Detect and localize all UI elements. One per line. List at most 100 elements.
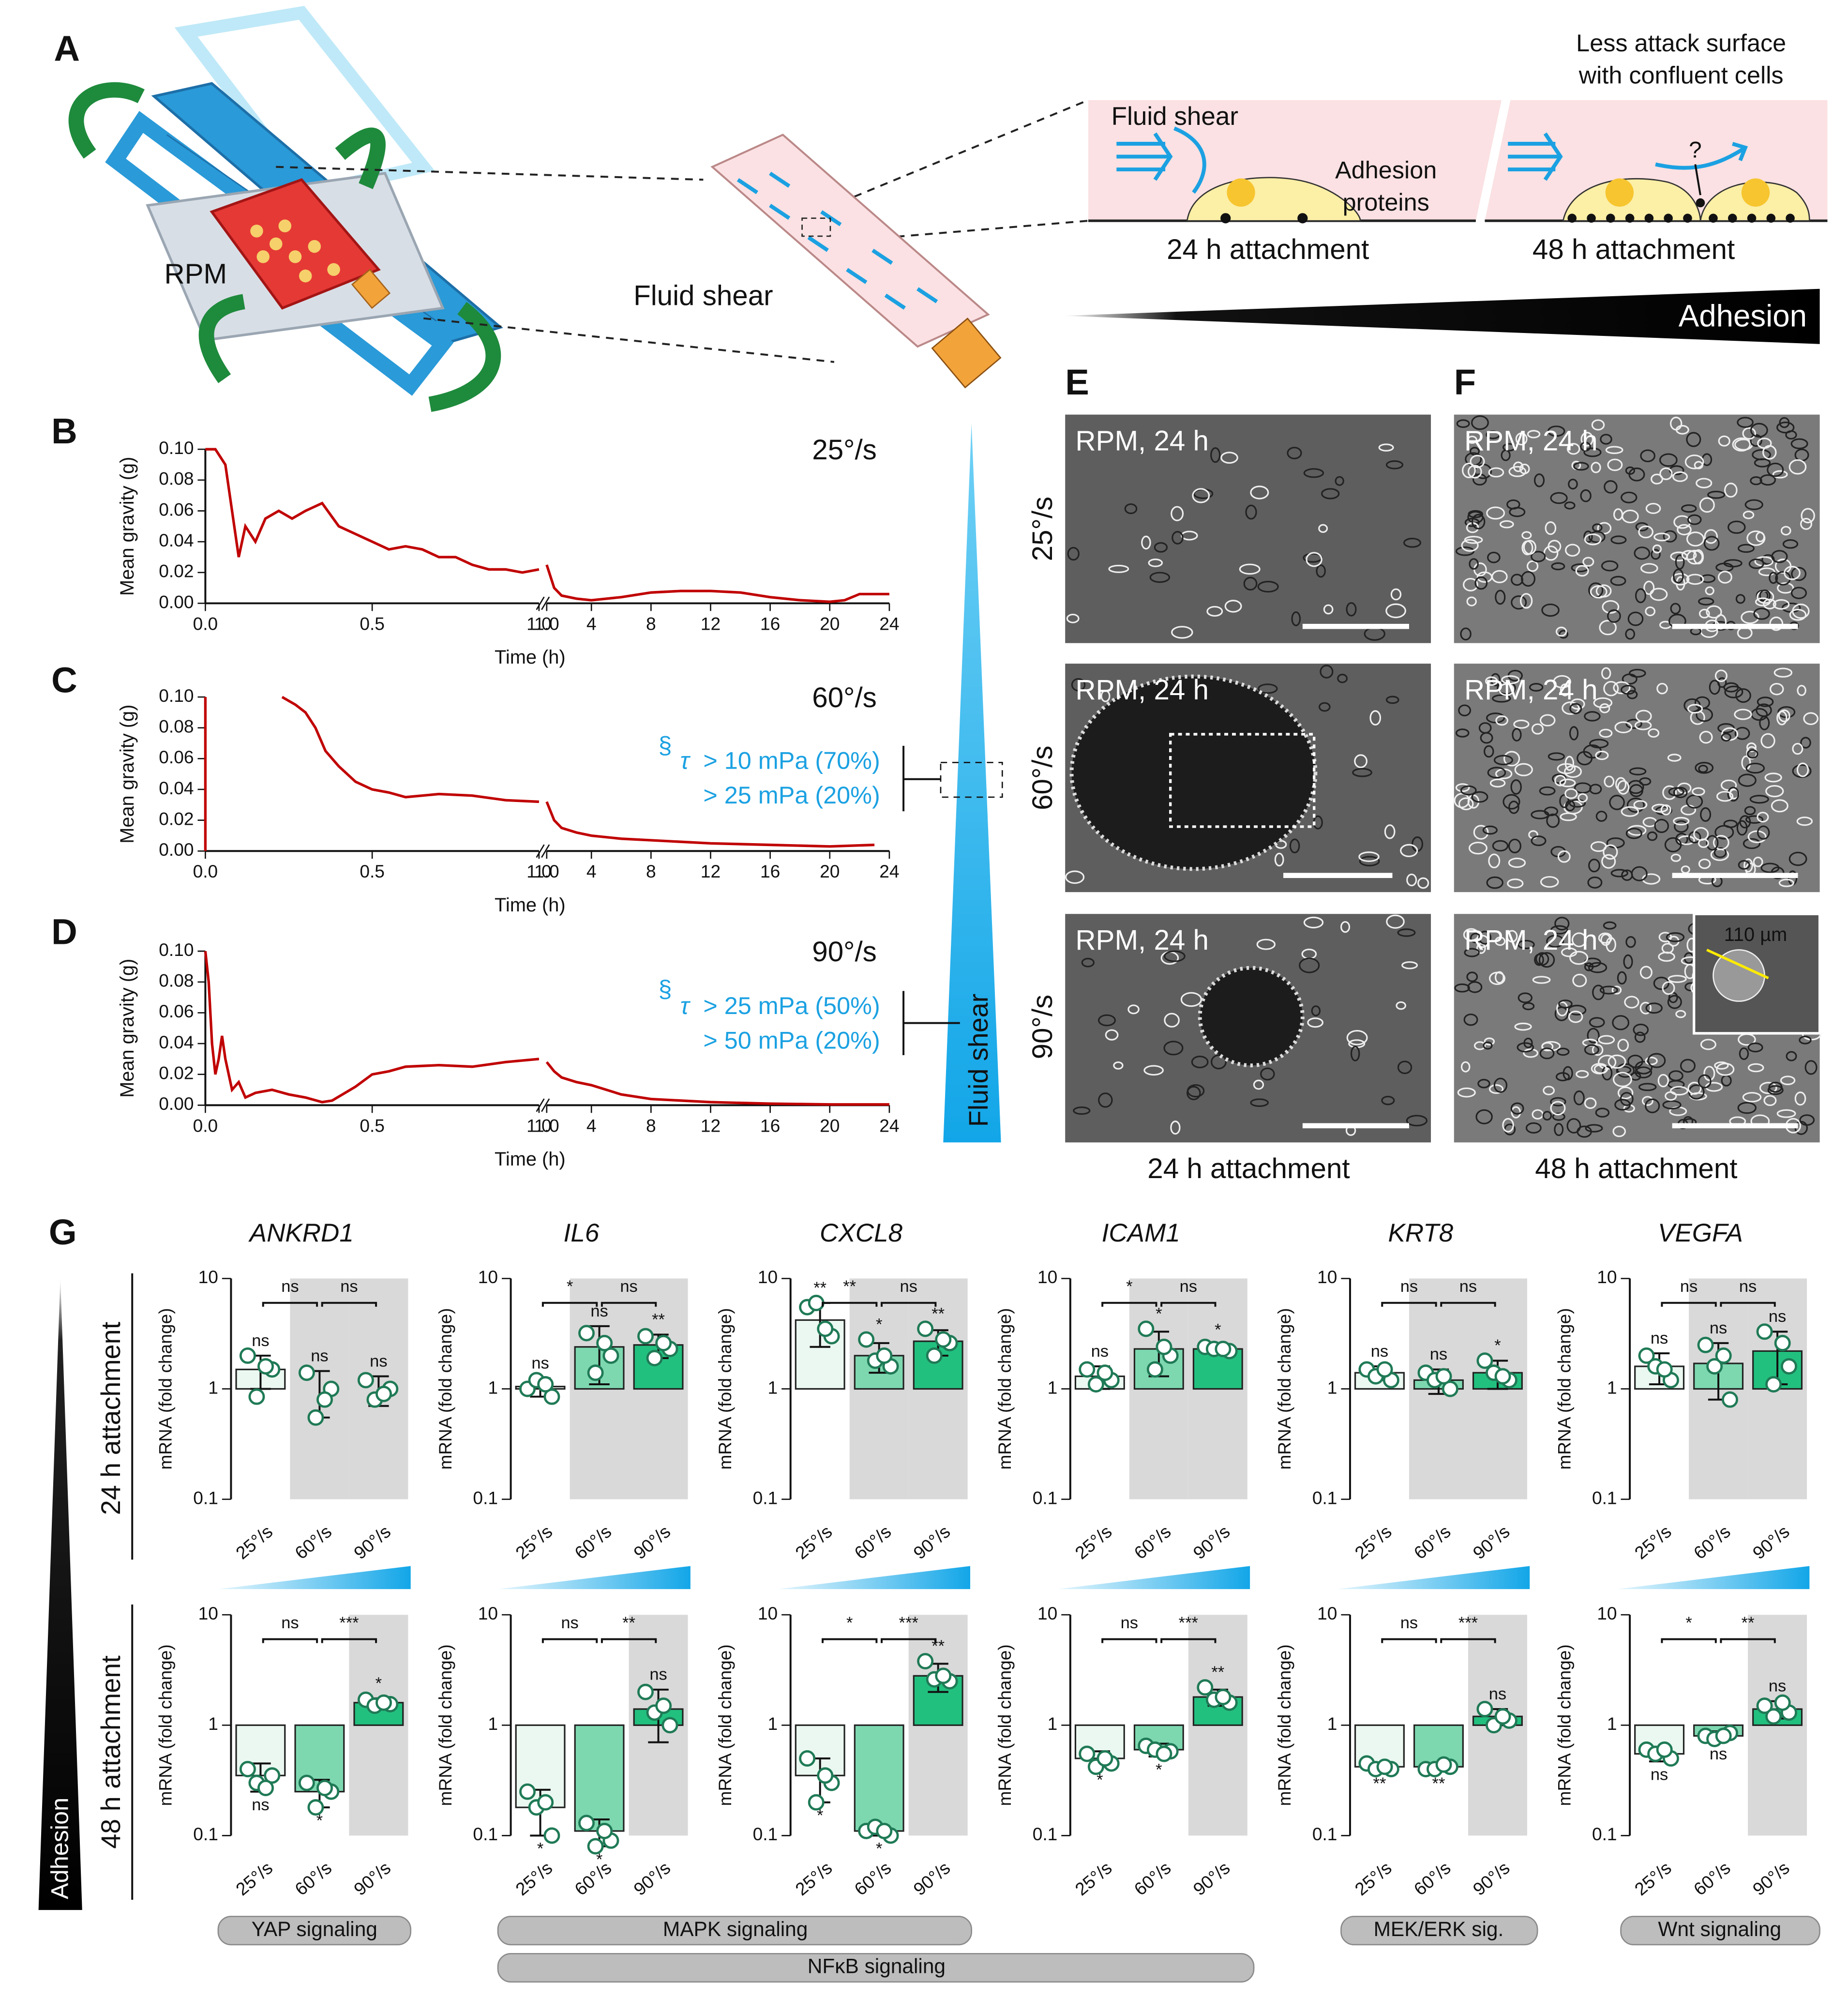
x-tick-label: 16 — [760, 861, 780, 881]
data-point — [661, 1717, 678, 1734]
data-point — [637, 1328, 654, 1345]
cell — [1476, 943, 1486, 954]
cell — [1464, 948, 1480, 957]
cell — [1498, 683, 1515, 696]
flask-shear-label: Fluid shear — [633, 280, 773, 312]
cell — [1384, 824, 1396, 839]
y-tick-label: 1 — [1327, 1377, 1337, 1397]
cell — [1595, 1107, 1610, 1118]
data-point — [1715, 1347, 1732, 1364]
cell — [1065, 870, 1085, 884]
cell — [1767, 1085, 1784, 1095]
cell — [1529, 683, 1544, 692]
y-axis-label: Mean gravity (g) — [117, 705, 138, 844]
cell — [1771, 799, 1788, 813]
y-tick-label: 10 — [1317, 1267, 1337, 1287]
cell — [1458, 797, 1474, 811]
cell — [1613, 681, 1631, 695]
cell — [1256, 939, 1276, 950]
cell — [1506, 499, 1520, 510]
cell — [1378, 443, 1394, 452]
cell — [1588, 531, 1606, 543]
cell — [1406, 1115, 1428, 1127]
cell — [1659, 467, 1673, 480]
micrograph-background — [1454, 664, 1820, 893]
y-tick-label: 0.1 — [1033, 1487, 1058, 1508]
cell — [1210, 447, 1221, 463]
significance-label: * — [596, 1850, 602, 1869]
data-point — [655, 1697, 672, 1714]
micrograph-caption: RPM, 24 h — [1075, 425, 1209, 456]
cell — [1385, 603, 1406, 619]
cell — [1541, 1042, 1554, 1051]
micrograph: RPM, 24 h — [1065, 664, 1431, 893]
x-tick-label: 4 — [586, 861, 597, 881]
cell — [1557, 850, 1571, 863]
cell — [1760, 863, 1780, 873]
cell — [1583, 447, 1602, 457]
cell — [1531, 551, 1546, 562]
cell — [1580, 489, 1592, 502]
cell — [1163, 1041, 1184, 1056]
cell — [1568, 1010, 1583, 1023]
cell — [1714, 1061, 1729, 1070]
cell — [1764, 772, 1782, 783]
data-point — [1079, 1745, 1096, 1762]
y-tick-label: 1 — [208, 1377, 218, 1397]
comparison-label: ns — [561, 1614, 578, 1632]
cell — [1727, 787, 1740, 802]
x-axis-label: Time (h) — [495, 894, 566, 916]
cell — [1741, 610, 1759, 624]
cell — [1534, 954, 1544, 966]
data-point — [596, 1334, 613, 1351]
data-point — [537, 1376, 554, 1393]
cell — [1514, 763, 1533, 776]
y-axis-label: mRNA (fold change) — [435, 1644, 455, 1806]
comparison-label: ns — [340, 1277, 358, 1296]
cell — [1765, 785, 1784, 798]
cell — [1639, 966, 1653, 979]
cell — [1539, 786, 1556, 796]
micrograph-caption: RPM, 24 h — [1464, 924, 1598, 956]
data-point — [307, 1409, 324, 1426]
dashed-connectors — [276, 99, 1089, 363]
data-point — [808, 1794, 825, 1811]
data-point — [376, 1694, 392, 1711]
cell — [1550, 492, 1568, 504]
cell — [1458, 704, 1472, 716]
cell — [1698, 765, 1708, 773]
data-point — [1765, 1708, 1782, 1725]
cell — [1100, 690, 1111, 702]
confluent-note: Less attack surface — [1576, 29, 1786, 57]
cell — [1598, 1035, 1615, 1045]
comparison-label: *** — [1179, 1614, 1198, 1632]
cell — [1695, 762, 1714, 774]
cell — [1558, 999, 1573, 1009]
cell — [1747, 830, 1767, 844]
y-tick-label: 0.10 — [159, 939, 194, 960]
data-point — [1721, 1391, 1738, 1408]
x-tick-label: 8 — [646, 861, 656, 881]
cell — [1653, 532, 1670, 542]
cell — [1467, 981, 1483, 993]
cell — [1584, 711, 1601, 722]
cell — [1662, 1100, 1682, 1110]
cell — [1400, 844, 1418, 857]
cell — [1567, 1004, 1587, 1015]
cell — [1753, 607, 1770, 620]
adhesion-label: Adhesion — [1679, 299, 1807, 333]
cell — [1610, 535, 1627, 545]
cell — [1497, 681, 1516, 695]
cell — [1552, 1112, 1565, 1121]
cell — [1482, 825, 1498, 835]
cell — [1164, 950, 1186, 962]
cell — [1551, 562, 1565, 571]
pathway-pills: YAP signaling MAPK signaling NFκB signal… — [217, 1916, 1820, 1983]
data-point — [935, 1667, 952, 1684]
cell — [1478, 722, 1492, 734]
y-axis-label: mRNA (fold change) — [1554, 1644, 1574, 1806]
cell — [1488, 467, 1504, 478]
y-tick-label: 0.02 — [159, 808, 194, 829]
cell — [1127, 1004, 1140, 1015]
